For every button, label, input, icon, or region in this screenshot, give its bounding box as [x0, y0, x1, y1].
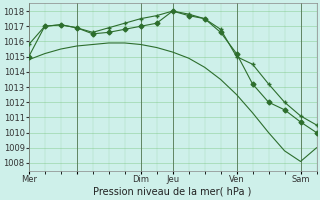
- X-axis label: Pression niveau de la mer( hPa ): Pression niveau de la mer( hPa ): [93, 187, 252, 197]
